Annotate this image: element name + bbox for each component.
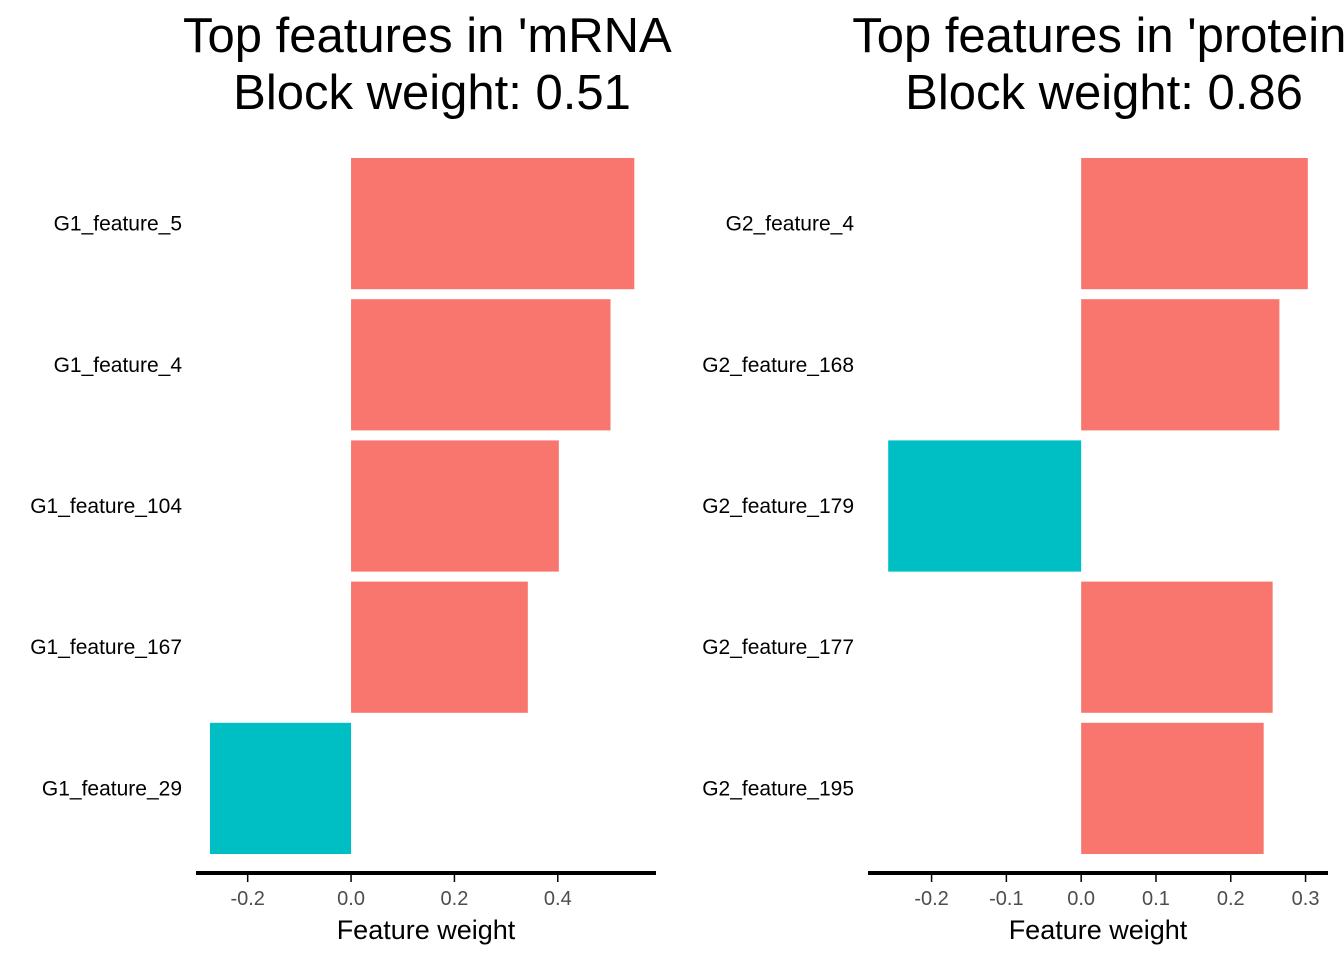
mrna-chart-panel: Top features in 'mRNA' Block weight: 0.5…	[30, 8, 672, 945]
bar-G1_feature_5	[351, 158, 635, 290]
category-label: G2_feature_4	[726, 213, 855, 236]
bar-G2_feature_4	[1081, 158, 1308, 290]
x-axis-title: Feature weight	[337, 915, 516, 945]
category-label: G1_feature_29	[42, 777, 182, 800]
bar-G2_feature_177	[1081, 581, 1273, 713]
x-tick-label: 0.4	[544, 888, 572, 910]
mrna-bar-chart: G1_feature_5 G1_feature_4 G1_feature_104 G1…	[30, 158, 656, 945]
x-tick-label: 0.2	[441, 888, 469, 910]
x-tick-label: 0.2	[1217, 888, 1245, 910]
protein-chart-panel: Top features in 'protein' Block weight: …	[672, 0, 1344, 960]
bar-G2_feature_195	[1081, 722, 1264, 854]
bar-G2_feature_168	[1081, 299, 1280, 431]
x-tick-label: 0.3	[1292, 888, 1320, 910]
category-label: G1_feature_104	[30, 495, 182, 518]
protein-bar-chart: G2_feature_4 G2_feature_168 G2_feature_179…	[702, 158, 1328, 945]
x-tick-label: -0.2	[230, 888, 264, 910]
bar-G1_feature_104	[351, 440, 559, 572]
chart-subtitle-line: Block weight: 0.86	[905, 66, 1303, 120]
bar-G2_feature_179	[888, 440, 1082, 572]
category-label: G2_feature_168	[702, 354, 854, 377]
x-tick-label: -0.1	[989, 888, 1023, 910]
chart-subtitle-line: Block weight: 0.51	[233, 66, 631, 120]
x-tick-label: -0.2	[914, 888, 948, 910]
x-axis-title: Feature weight	[1009, 915, 1188, 945]
category-label: G2_feature_195	[702, 777, 854, 800]
category-label: G1_feature_4	[54, 354, 183, 377]
x-tick-label: 0.0	[337, 888, 365, 910]
category-label: G2_feature_177	[702, 636, 854, 659]
chart-title: Top features in 'protein' Block weight: …	[852, 8, 1344, 122]
category-label: G2_feature_179	[702, 495, 854, 518]
chart-title: Top features in 'mRNA' Block weight: 0.5…	[183, 8, 672, 122]
chart-title-line: Top features in 'protein'	[852, 9, 1344, 63]
bar-G1_feature_4	[351, 299, 611, 431]
category-label: G1_feature_167	[30, 636, 182, 659]
bar-G1_feature_29	[209, 722, 352, 854]
bar-G1_feature_167	[351, 581, 528, 713]
category-label: G1_feature_5	[54, 213, 182, 236]
x-tick-label: 0.1	[1142, 888, 1170, 910]
x-tick-label: 0.0	[1067, 888, 1095, 910]
chart-title-line: Top features in 'mRNA'	[182, 9, 672, 63]
